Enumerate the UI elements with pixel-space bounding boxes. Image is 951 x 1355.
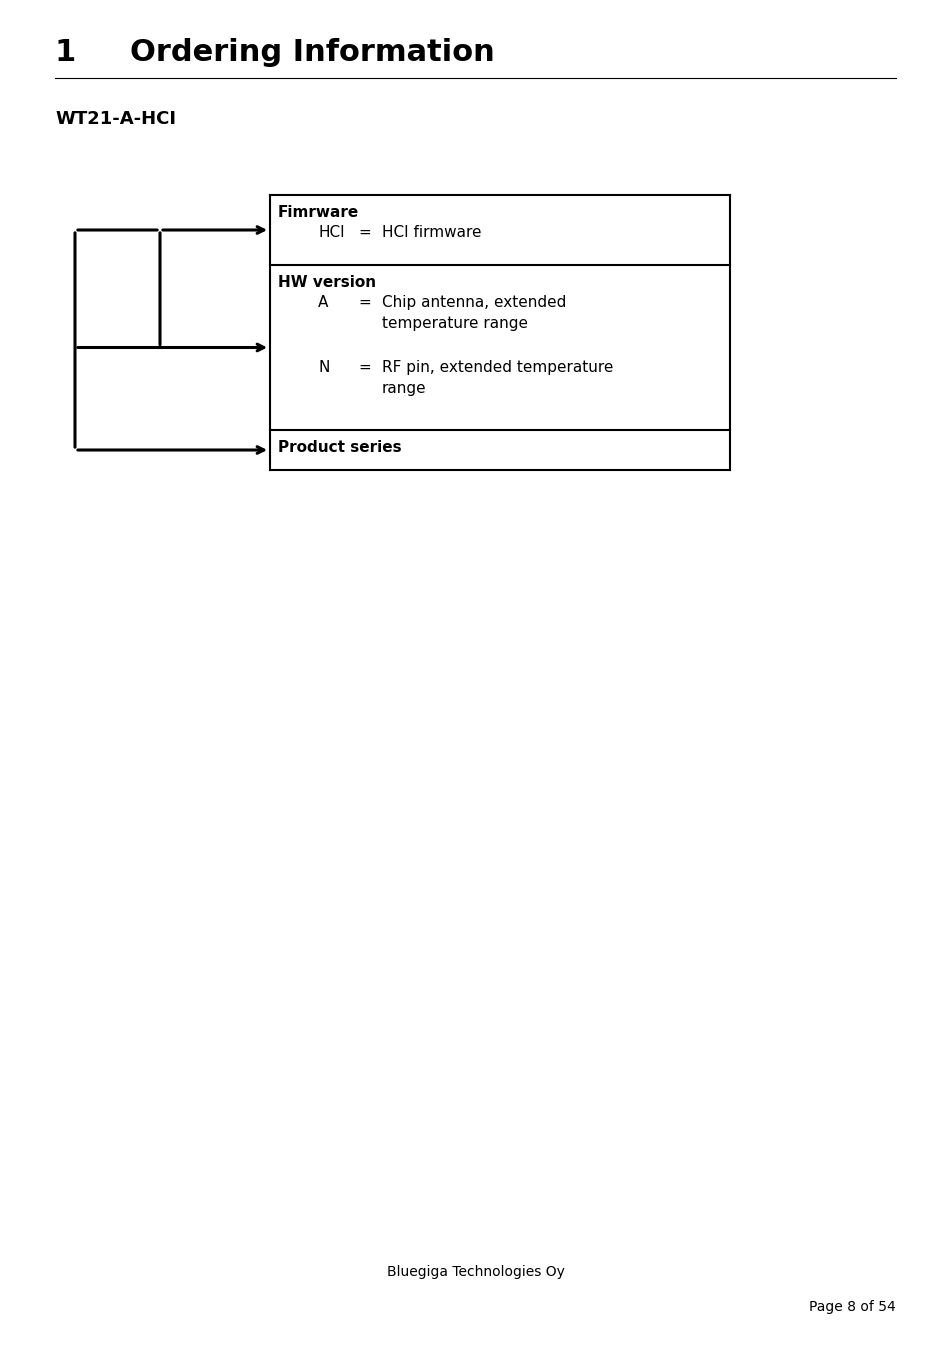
Text: 1: 1: [55, 38, 76, 66]
Text: =: =: [358, 295, 371, 310]
Text: =: =: [358, 225, 371, 240]
Text: WT21-A-HCI: WT21-A-HCI: [55, 110, 176, 127]
Text: =: =: [358, 360, 371, 375]
Text: Chip antenna, extended
temperature range: Chip antenna, extended temperature range: [382, 295, 567, 331]
Text: RF pin, extended temperature
range: RF pin, extended temperature range: [382, 360, 613, 396]
Text: N: N: [318, 360, 329, 375]
Text: Page 8 of 54: Page 8 of 54: [809, 1299, 896, 1314]
Text: Fimrware: Fimrware: [278, 205, 359, 220]
Text: HW version: HW version: [278, 275, 377, 290]
Text: HCI firmware: HCI firmware: [382, 225, 481, 240]
Text: A: A: [318, 295, 328, 310]
Text: Ordering Information: Ordering Information: [130, 38, 495, 66]
Text: Product series: Product series: [278, 440, 401, 455]
Text: HCI: HCI: [318, 225, 344, 240]
Text: Bluegiga Technologies Oy: Bluegiga Technologies Oy: [386, 1266, 565, 1279]
